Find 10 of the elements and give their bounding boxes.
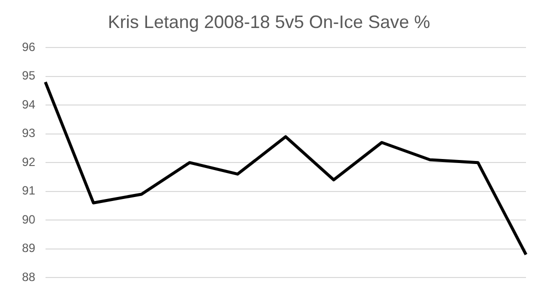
- y-tick-label: 89: [22, 241, 36, 256]
- y-tick-label: 94: [22, 97, 36, 112]
- y-tick-label: 93: [22, 126, 36, 140]
- y-tick-label: 95: [22, 68, 36, 83]
- y-tick-label: 91: [22, 184, 36, 198]
- y-tick-label: 88: [22, 270, 36, 284]
- y-tick-label: 92: [22, 154, 36, 169]
- y-tick-label: 90: [22, 212, 36, 226]
- chart-title: Kris Letang 2008-18 5v5 On-Ice Save %: [108, 12, 430, 32]
- y-tick-label: 96: [22, 40, 36, 54]
